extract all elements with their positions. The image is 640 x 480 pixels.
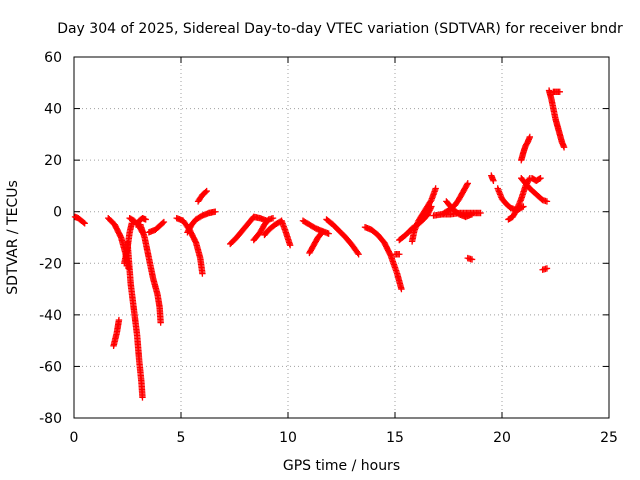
x-tick-label: 10 <box>279 430 297 446</box>
data-point <box>325 230 332 237</box>
data-point <box>199 270 206 277</box>
x-tick-label: 20 <box>493 430 511 446</box>
data-point <box>203 187 210 195</box>
data-series-segment <box>145 218 168 236</box>
y-tick-label: -40 <box>39 308 62 324</box>
data-point <box>543 265 551 272</box>
y-tick-label: 60 <box>44 50 62 66</box>
plot-frame <box>73 56 610 419</box>
data-points <box>71 87 568 401</box>
data-point <box>432 185 439 192</box>
data-point <box>468 256 476 263</box>
data-point <box>463 181 471 188</box>
data-series-segment <box>361 223 405 293</box>
data-series-segment <box>250 214 277 244</box>
data-point <box>396 251 403 258</box>
data-point <box>202 188 209 196</box>
data-point <box>159 219 167 227</box>
data-point <box>269 214 277 222</box>
y-tick-label: -20 <box>39 256 62 272</box>
grid <box>74 57 609 418</box>
x-axis-label: GPS time / hours <box>283 458 400 474</box>
data-point <box>355 251 362 258</box>
y-tick-label: 0 <box>53 205 62 221</box>
data-series-segment <box>194 187 210 205</box>
data-series-segment <box>323 216 362 258</box>
data-point <box>560 144 568 151</box>
data-point <box>160 218 168 226</box>
y-tick-label: 40 <box>44 102 62 118</box>
data-point <box>157 319 164 326</box>
data-point <box>354 249 361 257</box>
data-series-segment <box>505 174 534 223</box>
data-point <box>477 209 484 217</box>
x-tick-label: 5 <box>177 430 186 446</box>
y-tick-label: -60 <box>39 359 62 375</box>
chart-title: Day 304 of 2025, Sidereal Day-to-day VTE… <box>57 21 623 37</box>
data-series-segment <box>518 133 534 164</box>
data-point <box>81 220 88 227</box>
data-point <box>464 180 471 187</box>
data-series-segment <box>110 316 123 349</box>
data-point <box>490 177 497 184</box>
data-series-segment <box>124 239 146 401</box>
data-series-segment <box>488 172 497 184</box>
data-series-segment <box>408 185 439 245</box>
x-tick-label: 25 <box>600 430 618 446</box>
data-series-segment <box>539 265 551 273</box>
data-series-segment <box>391 251 403 258</box>
axis-ticks <box>73 56 610 419</box>
y-tick-label: 20 <box>44 153 62 169</box>
data-point <box>142 216 149 223</box>
data-series-segment <box>443 198 476 221</box>
data-point <box>139 394 146 401</box>
data-point <box>318 230 325 237</box>
data-point <box>556 88 563 96</box>
data-series-segment <box>518 174 551 205</box>
data-point <box>286 242 294 249</box>
y-tick-labels: -80 -60 -40 -20 0 20 40 60 <box>39 50 62 427</box>
data-point <box>537 174 544 182</box>
x-tick-label: 0 <box>70 430 79 446</box>
data-point <box>468 211 476 218</box>
data-series-segment <box>545 87 568 151</box>
x-tick-labels: 0 5 10 15 20 25 <box>70 430 618 446</box>
data-series-segment <box>528 174 544 184</box>
x-tick-label: 15 <box>386 430 404 446</box>
y-tick-label: -80 <box>39 411 62 427</box>
data-series-segment <box>550 88 563 96</box>
data-point <box>115 316 123 324</box>
data-series-segment <box>137 221 164 326</box>
y-axis-label: SDTVAR / TECUs <box>5 180 21 295</box>
data-series-segment <box>184 208 219 236</box>
data-series-segment <box>227 213 270 248</box>
data-point <box>526 133 534 141</box>
data-point <box>212 208 219 215</box>
data-series-segment <box>299 217 332 237</box>
data-series-segment <box>464 254 476 263</box>
data-series-segment <box>132 214 149 228</box>
data-point <box>543 198 551 205</box>
data-point <box>319 229 326 236</box>
data-series-segment <box>261 217 294 249</box>
data-series-segment <box>306 229 326 257</box>
data-point <box>398 285 405 293</box>
data-series-segment <box>71 213 88 227</box>
data-point <box>80 219 87 226</box>
